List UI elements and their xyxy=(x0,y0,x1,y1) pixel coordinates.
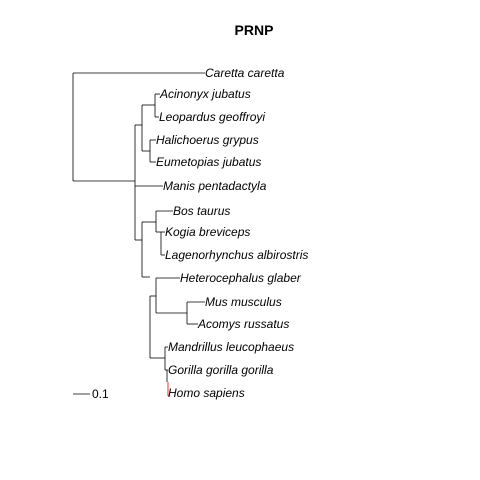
tip-label-manis: Manis pentadactyla xyxy=(163,179,267,193)
tree-branches xyxy=(72,72,205,396)
tip-label-eumetopias: Eumetopias jubatus xyxy=(156,155,261,169)
tip-label-kogia: Kogia breviceps xyxy=(165,225,250,239)
tip-label-mus: Mus musculus xyxy=(205,295,282,309)
tip-label-caretta: Caretta caretta xyxy=(205,66,285,80)
tip-label-halichoerus: Halichoerus grypus xyxy=(156,133,259,147)
tip-label-acinonyx: Acinonyx jubatus xyxy=(159,87,251,101)
tip-label-gorilla: Gorilla gorilla gorilla xyxy=(168,363,274,377)
tip-label-bos: Bos taurus xyxy=(173,204,230,218)
tip-label-acomys: Acomys russatus xyxy=(197,317,289,331)
tip-label-leopardus: Leopardus geoffroyi xyxy=(159,110,265,124)
figure-title: PRNP xyxy=(235,22,274,38)
tip-labels: Caretta caretta Acinonyx jubatus Leopardus… xyxy=(156,66,308,400)
tip-label-homo: Homo sapiens xyxy=(168,386,245,400)
scale-bar-label: 0.1 xyxy=(92,387,109,401)
tip-label-mandrillus: Mandrillus leucophaeus xyxy=(168,340,294,354)
scale-bar: 0.1 xyxy=(73,387,109,401)
tip-label-heterocephalus: Heterocephalus glaber xyxy=(180,271,302,285)
tip-label-lagenorhynchus: Lagenorhynchus albirostris xyxy=(165,248,308,262)
